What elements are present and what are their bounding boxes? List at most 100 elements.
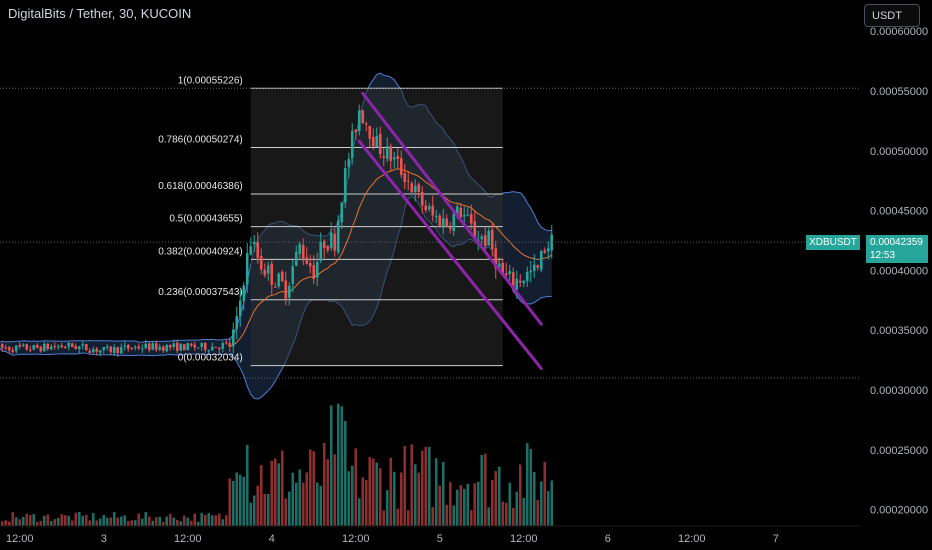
candle xyxy=(221,341,225,353)
candle-body xyxy=(63,346,67,348)
candle-body xyxy=(130,348,134,350)
candle-body xyxy=(196,347,200,349)
candle-body xyxy=(277,273,281,287)
candle xyxy=(63,345,67,349)
volume-bar xyxy=(469,510,473,526)
candle xyxy=(539,249,543,273)
channel-line xyxy=(357,139,543,370)
volume-bar xyxy=(49,521,53,526)
candle-body xyxy=(294,251,298,266)
volume-bar xyxy=(105,517,109,526)
candle xyxy=(147,341,151,353)
candle-body xyxy=(32,344,36,350)
volume-bar xyxy=(455,489,459,526)
candle xyxy=(287,282,291,306)
candle xyxy=(77,345,81,353)
candle-body xyxy=(417,184,421,192)
candle xyxy=(308,254,312,274)
candle xyxy=(361,109,365,124)
volume-bar xyxy=(522,497,526,526)
candle-body xyxy=(214,346,218,348)
fib-level-label: 0.236(0.00037543) xyxy=(158,287,243,298)
candle-body xyxy=(284,280,288,299)
volume-bar xyxy=(235,472,239,526)
volume-bar xyxy=(21,516,25,526)
candle xyxy=(102,346,106,354)
candle xyxy=(35,343,39,349)
candle xyxy=(105,343,109,351)
candle xyxy=(277,271,281,289)
candle-body xyxy=(116,347,120,354)
candle xyxy=(371,128,375,151)
candle-body xyxy=(56,346,60,348)
candle-body xyxy=(39,347,43,352)
candle xyxy=(144,339,148,350)
candle-body xyxy=(287,285,291,298)
candle-body xyxy=(7,347,11,351)
volume-bar xyxy=(273,458,277,526)
candle-body xyxy=(49,346,53,350)
candle-body xyxy=(77,346,81,350)
candle-body xyxy=(179,343,183,351)
candle-body xyxy=(270,263,274,285)
candle xyxy=(196,347,200,349)
volume-bar xyxy=(305,472,309,526)
candle xyxy=(109,345,113,355)
trend-channel xyxy=(357,91,543,370)
volume-bar xyxy=(32,514,36,526)
volume-bar xyxy=(294,482,298,526)
candle-body xyxy=(410,183,414,193)
volume-bar xyxy=(315,482,319,526)
candle-body xyxy=(462,214,466,217)
candle xyxy=(130,347,134,351)
volume-bar xyxy=(207,513,211,526)
candle xyxy=(284,271,288,306)
volume-bar xyxy=(189,520,193,526)
candle-body xyxy=(53,345,57,348)
candle xyxy=(249,237,253,256)
candle xyxy=(399,150,403,179)
candle xyxy=(392,152,396,169)
candle xyxy=(193,341,197,351)
candle xyxy=(270,260,274,295)
volume-bar xyxy=(343,421,347,526)
volume-bar xyxy=(140,518,144,526)
candle xyxy=(74,343,78,350)
candle xyxy=(312,255,316,285)
candle-body xyxy=(438,215,442,227)
volume-bar xyxy=(84,514,88,526)
candle xyxy=(32,344,36,351)
candle-body xyxy=(546,248,550,252)
candle-body xyxy=(18,344,22,347)
candle-body xyxy=(319,241,323,262)
volume-bar xyxy=(287,491,291,526)
candle-body xyxy=(497,263,501,267)
volume-bar xyxy=(228,478,232,526)
candle-body xyxy=(525,271,529,282)
candle-body xyxy=(228,343,232,347)
time-tick-label: 12:00 xyxy=(174,533,202,545)
currency-selector-button[interactable]: USDT xyxy=(864,4,920,27)
volume-bar xyxy=(515,491,519,526)
candle-body xyxy=(84,343,88,351)
candle-body xyxy=(147,343,151,350)
candle-body xyxy=(529,270,533,273)
volume-bar xyxy=(151,520,155,526)
volume-bar xyxy=(147,516,151,526)
volume-bar xyxy=(77,512,81,526)
candle xyxy=(550,224,554,259)
volume-bar xyxy=(39,520,43,526)
candle-body xyxy=(193,344,197,348)
candle-body xyxy=(301,245,305,259)
volume-bar xyxy=(518,464,522,526)
volume-bar xyxy=(413,464,417,526)
candle-body xyxy=(0,344,4,348)
candle-body xyxy=(392,157,396,160)
candle xyxy=(357,104,361,136)
candle-body xyxy=(511,272,515,288)
candle-body xyxy=(165,345,169,352)
candle-body xyxy=(151,343,155,350)
volume-bar xyxy=(154,517,158,526)
candle-body xyxy=(420,192,424,206)
